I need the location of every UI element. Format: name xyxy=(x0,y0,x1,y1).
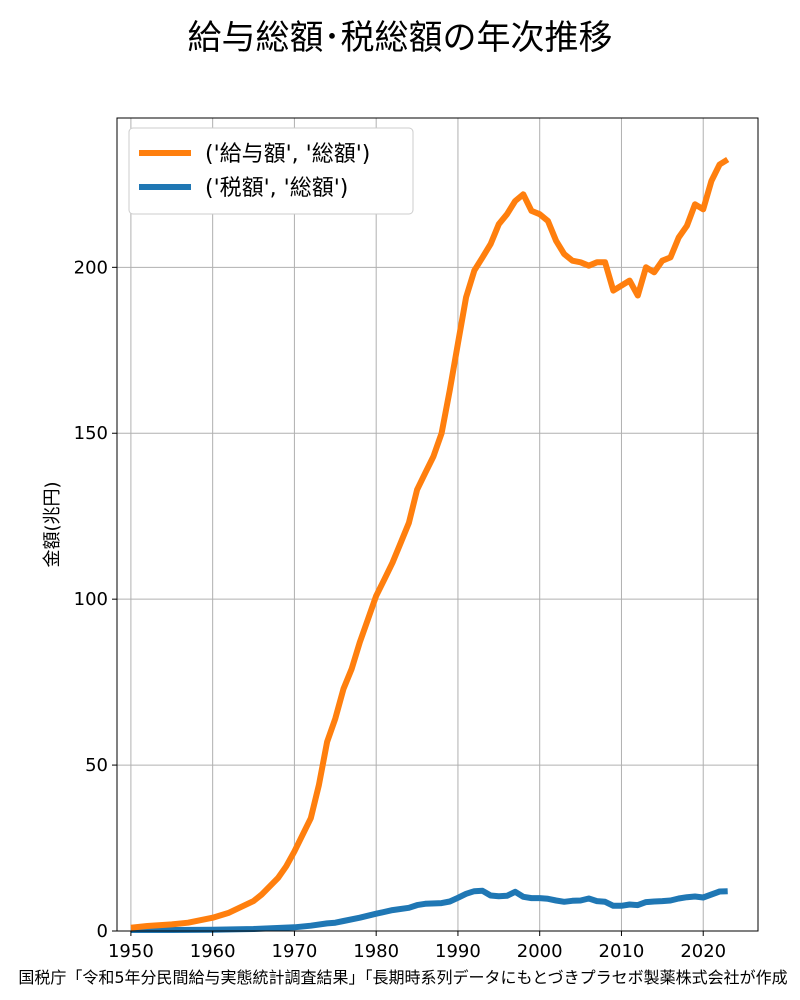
series-line-tax xyxy=(130,887,728,933)
y-tick-label: 200 xyxy=(74,257,108,278)
y-tick-label: 50 xyxy=(85,755,108,776)
chart-title: 給与総額･税総額の年次推移 xyxy=(187,18,613,58)
legend-label-tax: ('税額', '総額') xyxy=(205,176,348,201)
series-line-salary xyxy=(130,156,730,931)
axis-ticks: 1950 1960 1970 1980 1990 2000 2010 2020 0 50 100 15… xyxy=(74,257,726,962)
x-tick-label: 2020 xyxy=(680,941,726,962)
x-tick-label: 1950 xyxy=(108,941,154,962)
legend: ('給与額', '総額') ('税額', '総額') xyxy=(128,127,414,215)
x-tick-label: 2000 xyxy=(517,941,563,962)
series-lines xyxy=(130,156,730,933)
x-tick-label: 1990 xyxy=(435,941,481,962)
x-tick-label: 1960 xyxy=(190,941,236,962)
x-tick-label: 1970 xyxy=(272,941,318,962)
legend-label-salary: ('給与額', '総額') xyxy=(205,142,370,167)
grid xyxy=(117,118,758,932)
y-tick-label: 150 xyxy=(74,423,108,444)
legend-box xyxy=(128,127,414,215)
x-tick-label: 2010 xyxy=(599,941,645,962)
plot-frame xyxy=(116,117,759,932)
y-axis-label: 金額(兆円) xyxy=(42,481,63,567)
source-note: 国税庁「令和5年分民間給与実態統計調査結果」｢長期時系列データにもとづきプラセボ… xyxy=(18,968,788,987)
x-tick-label: 1980 xyxy=(353,941,399,962)
y-tick-label: 100 xyxy=(74,589,108,610)
y-tick-label: 0 xyxy=(97,921,108,942)
